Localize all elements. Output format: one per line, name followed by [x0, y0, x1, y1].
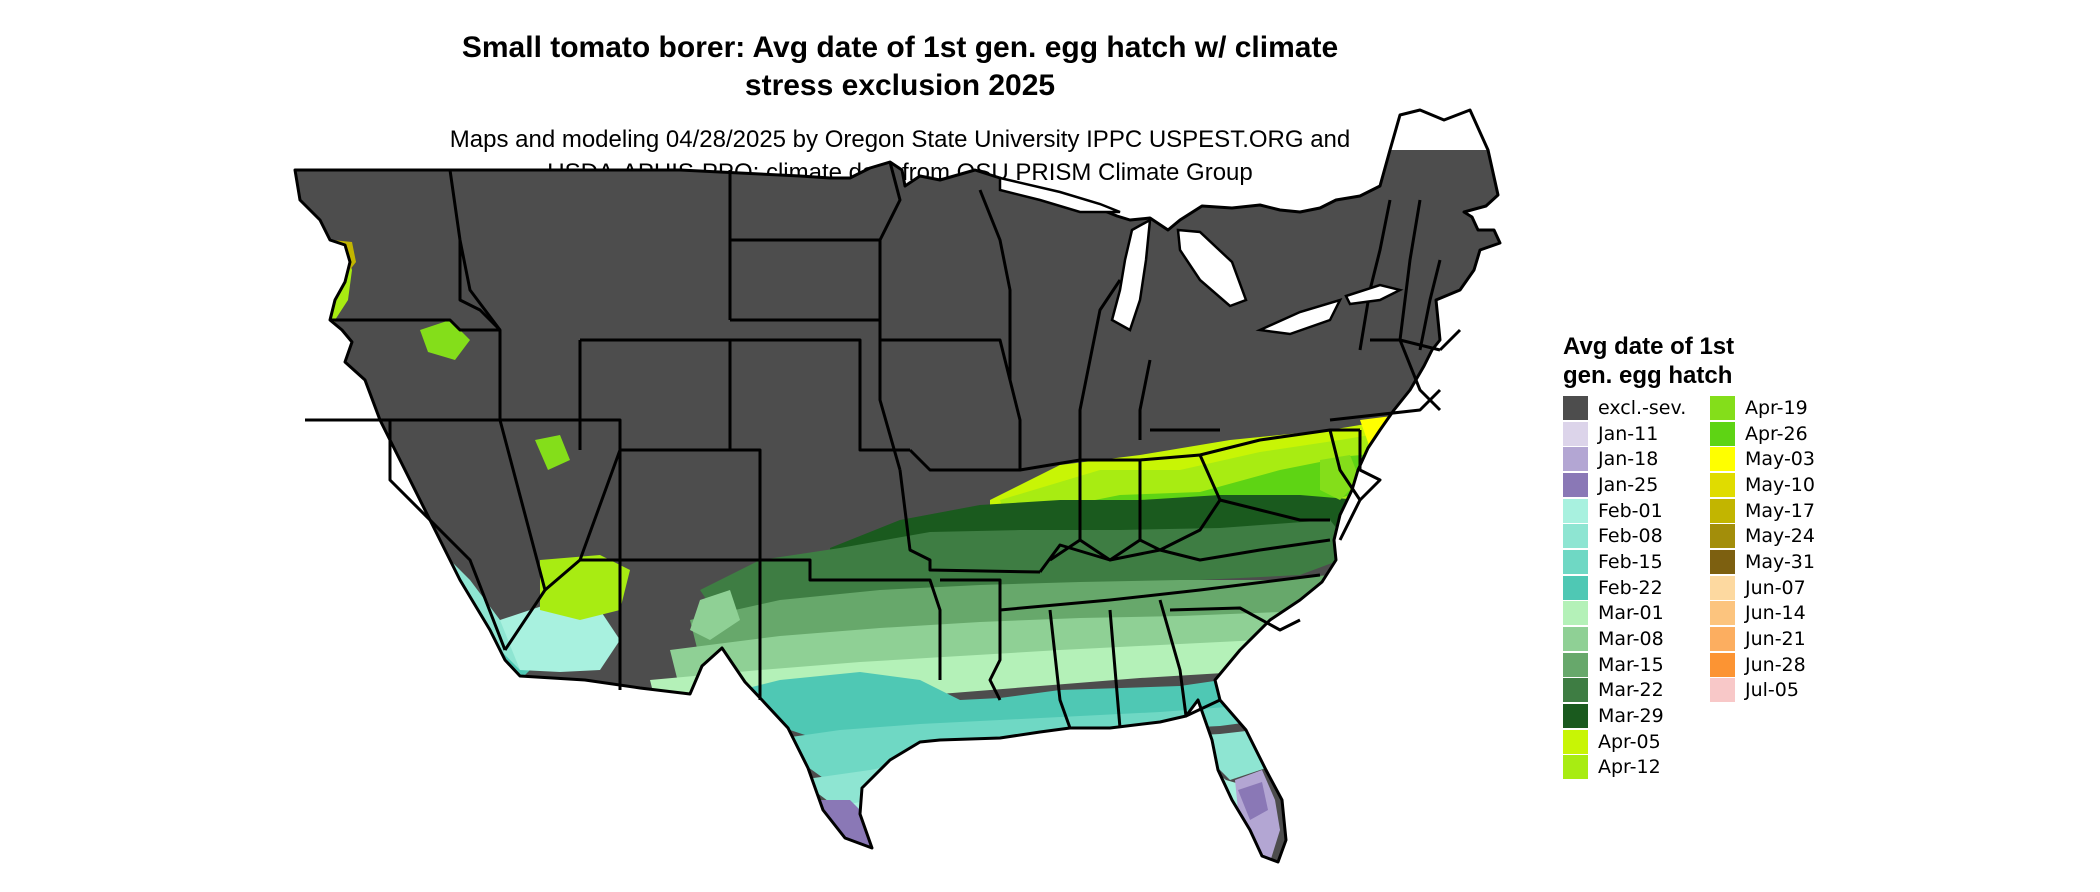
legend-swatch [1563, 447, 1588, 472]
legend-swatch [1710, 498, 1735, 523]
legend-label: Apr-12 [1598, 756, 1661, 779]
legend-item: Jan-25 [1563, 472, 1686, 498]
legend-item: May-24 [1710, 523, 1815, 549]
legend-column: Apr-19 Apr-26 May-03 May-10 May-17 May-24 May-… [1710, 395, 1815, 703]
legend-swatch [1710, 524, 1735, 549]
legend-label: Mar-08 [1598, 628, 1664, 651]
legend-item: Jul-05 [1710, 678, 1815, 704]
legend-item: Mar-01 [1563, 601, 1686, 627]
legend-label: May-17 [1745, 499, 1815, 522]
legend-item: Mar-08 [1563, 626, 1686, 652]
legend-label: Feb-08 [1598, 525, 1663, 548]
legend-item: Apr-19 [1710, 395, 1815, 421]
legend-title: Avg date of 1st [1563, 333, 1735, 360]
legend-item: excl.-sev. [1563, 395, 1686, 421]
legend-item: Feb-08 [1563, 523, 1686, 549]
legend-item: Apr-05 [1563, 729, 1686, 755]
legend-swatch [1710, 601, 1735, 626]
legend-item: Mar-29 [1563, 703, 1686, 729]
legend-swatch [1563, 755, 1588, 780]
map-fill-layer [295, 150, 1500, 862]
legend-label: Jul-05 [1745, 679, 1799, 702]
state-boundaries [293, 108, 1502, 864]
legend-swatch [1710, 575, 1735, 600]
legend-swatch [1710, 627, 1735, 652]
legend-label: Apr-19 [1745, 396, 1808, 419]
legend-item: Mar-15 [1563, 652, 1686, 678]
great-lakes [998, 176, 1404, 336]
legend-label: Jan-25 [1598, 473, 1659, 496]
legend-swatch [1563, 729, 1588, 754]
legend-label: Jun-28 [1745, 653, 1806, 676]
legend-item: Jun-14 [1710, 601, 1815, 627]
legend-swatch [1710, 678, 1735, 703]
legend-label: Mar-01 [1598, 602, 1664, 625]
legend-swatch [1563, 498, 1588, 523]
legend-swatch [1710, 447, 1735, 472]
legend-swatch [1563, 652, 1588, 677]
legend-swatch [1710, 421, 1735, 446]
legend-label: May-10 [1745, 473, 1815, 496]
legend-swatch [1710, 549, 1735, 574]
legend-swatch [1710, 652, 1735, 677]
legend-item: Jun-21 [1710, 626, 1815, 652]
legend-column: excl.-sev. Jan-11 Jan-18 Jan-25 Feb-01 Feb-08… [1563, 395, 1686, 780]
legend-item: Feb-15 [1563, 549, 1686, 575]
legend-label: Mar-22 [1598, 679, 1664, 702]
legend-item: Feb-22 [1563, 575, 1686, 601]
legend-label: Jun-07 [1745, 576, 1806, 599]
legend-label: Mar-15 [1598, 653, 1664, 676]
legend-label: Feb-01 [1598, 499, 1663, 522]
legend-swatch [1563, 421, 1588, 446]
legend-swatch [1563, 395, 1588, 420]
legend-swatch [1710, 395, 1735, 420]
legend-label: Apr-05 [1598, 730, 1661, 753]
legend-label: Feb-22 [1598, 576, 1663, 599]
legend-item: May-17 [1710, 498, 1815, 524]
legend-swatch [1710, 472, 1735, 497]
legend-label: Feb-15 [1598, 550, 1663, 573]
legend-swatch [1563, 524, 1588, 549]
legend-label: Mar-29 [1598, 705, 1664, 728]
legend-swatch [1563, 472, 1588, 497]
legend-item: Jun-07 [1710, 575, 1815, 601]
legend-item: Apr-26 [1710, 421, 1815, 447]
legend-swatch [1563, 575, 1588, 600]
legend-label: excl.-sev. [1598, 396, 1687, 419]
legend-label: Jan-11 [1598, 422, 1659, 445]
legend-item: Feb-01 [1563, 498, 1686, 524]
legend-label: May-24 [1745, 525, 1815, 548]
legend-swatch [1563, 678, 1588, 703]
legend-item: May-10 [1710, 472, 1815, 498]
legend-label: Apr-26 [1745, 422, 1808, 445]
legend-item: May-03 [1710, 446, 1815, 472]
legend-label: May-03 [1745, 448, 1815, 471]
legend-item: May-31 [1710, 549, 1815, 575]
legend-item: Jan-11 [1563, 421, 1686, 447]
legend-item: Mar-22 [1563, 678, 1686, 704]
map-title: Small tomato borer: Avg date of 1st gen.… [461, 31, 1339, 64]
legend-label: Jun-14 [1745, 602, 1806, 625]
legend-swatch [1563, 549, 1588, 574]
legend-swatch [1563, 704, 1588, 729]
legend-label: Jan-18 [1598, 448, 1659, 471]
legend-label: May-31 [1745, 550, 1815, 573]
legend-swatch [1563, 627, 1588, 652]
legend-title-line2: gen. egg hatch [1563, 362, 1733, 389]
legend-item: Apr-12 [1563, 755, 1686, 781]
legend-item: Jan-18 [1563, 446, 1686, 472]
map-title-line2: stress exclusion 2025 [744, 69, 1056, 102]
legend-item: Jun-28 [1710, 652, 1815, 678]
legend-swatch [1563, 601, 1588, 626]
legend-label: Jun-21 [1745, 628, 1806, 651]
map-subtitle: Maps and modeling 04/28/2025 by Oregon S… [449, 126, 1351, 153]
